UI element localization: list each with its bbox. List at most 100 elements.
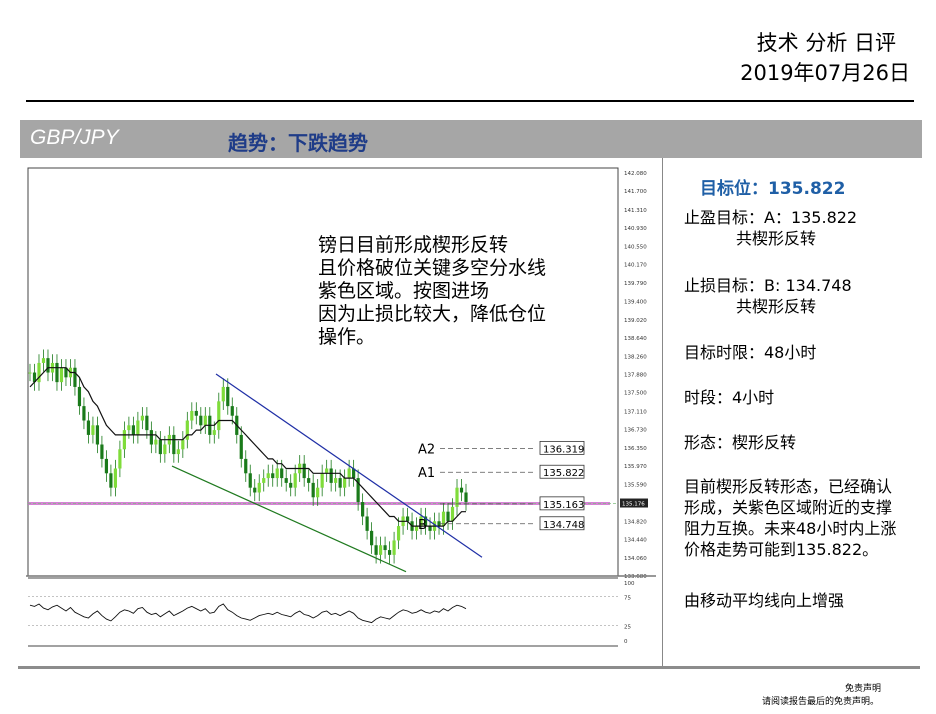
- candle-body: [396, 526, 401, 541]
- annotation-line-3: 紫色区域。按图进场: [318, 280, 490, 302]
- candle-body: [122, 430, 126, 450]
- candle-body: [293, 473, 297, 488]
- disclaimer-text: 请阅读报告最后的免责声明。: [762, 697, 880, 707]
- candle-body: [109, 473, 113, 488]
- level-box: [539, 516, 585, 531]
- annotation-line-5: 操作。: [318, 326, 376, 348]
- candle-body: [284, 478, 288, 483]
- report-date: 2019年07月26日: [740, 61, 910, 85]
- candle-body: [190, 410, 194, 421]
- candle-body: [428, 526, 432, 531]
- candle-body: [437, 521, 441, 527]
- upper-trendline: [215, 373, 483, 558]
- panel-divider: [662, 158, 663, 668]
- y-tick-label: 141.310: [624, 208, 647, 214]
- candle-body: [244, 458, 248, 474]
- candle-body: [185, 420, 189, 440]
- lower-trendline: [171, 465, 407, 573]
- price-plot-frame: [27, 167, 619, 577]
- level-value: 135.822: [543, 468, 584, 479]
- timeframe: 时段：4小时: [684, 388, 775, 407]
- take-profit-note: 共楔形反转: [736, 229, 817, 248]
- candle-body: [217, 401, 221, 431]
- candle-body: [64, 367, 68, 378]
- oscillator-line: [29, 603, 467, 624]
- candle-body: [329, 468, 333, 483]
- candle-body: [212, 430, 216, 435]
- y-tick-label: 140.550: [624, 244, 647, 250]
- candle-body: [221, 386, 225, 402]
- candle-body: [145, 415, 149, 431]
- candle-body: [423, 516, 428, 527]
- candle-body: [113, 468, 118, 488]
- report-title: 技术 分析 日评: [756, 31, 896, 55]
- stop-loss: 止损目标：B: 134.748 共楔形反转: [684, 275, 852, 317]
- level-name: B: [418, 518, 427, 533]
- annotation-line-2: 且价格破位关键多空分水线: [318, 257, 547, 279]
- y-tick-label: 133.680: [624, 574, 647, 580]
- header-divider: [26, 100, 914, 102]
- candle-body: [172, 434, 176, 455]
- oscillator-tick-label: 100: [624, 581, 635, 587]
- analysis-line-3: 阻力互换。未来48小时内上涨: [684, 519, 897, 538]
- level-box: [539, 496, 585, 511]
- candle-body: [82, 406, 86, 421]
- y-tick-label: 134.820: [624, 519, 647, 525]
- take-profit-label: 止盈目标：A：135.822: [684, 208, 858, 227]
- candle-body: [302, 463, 306, 479]
- candle-body: [262, 478, 266, 483]
- candle-body: [271, 473, 275, 479]
- level-box: [539, 440, 585, 455]
- candle-body: [104, 458, 109, 474]
- candle-body: [55, 362, 59, 383]
- candle-body: [419, 516, 423, 527]
- candle-body: [343, 478, 347, 488]
- candle-body: [77, 386, 82, 407]
- candle-body: [46, 358, 50, 373]
- candle-body: [307, 478, 311, 483]
- candle-body: [131, 425, 135, 435]
- candle-body: [194, 410, 198, 416]
- level-box: [539, 464, 585, 479]
- currency-pair: GBP/JPY: [30, 126, 119, 149]
- candle-body: [181, 439, 185, 450]
- stop-loss-note: 共楔形反转: [736, 297, 817, 316]
- candle-body: [59, 367, 64, 383]
- analysis-text: 目前楔形反转形态，已经确认 形成，关紫色区域附近的支撑 阻力互换。未来48小时内…: [684, 476, 896, 560]
- candle-body: [316, 487, 320, 498]
- candle-body: [378, 545, 383, 555]
- candle-body: [361, 502, 365, 517]
- candle-body: [338, 478, 342, 488]
- level-value: 135.163: [543, 500, 584, 511]
- oscillator-tick-label: 25: [624, 625, 631, 631]
- candle-body: [158, 439, 162, 455]
- candle-body: [441, 511, 446, 527]
- candle-body: [257, 482, 261, 493]
- candle-body: [73, 367, 77, 387]
- target-price: 目标位：135.822: [700, 179, 846, 199]
- candle-body: [86, 420, 91, 435]
- candle-body: [459, 487, 464, 493]
- y-tick-label: 138.260: [624, 354, 647, 360]
- candle-body: [28, 372, 32, 374]
- candle-body: [95, 425, 100, 445]
- oscillator-tick-label: 75: [624, 596, 631, 602]
- moving-average-line: [29, 367, 466, 527]
- candle-body: [199, 415, 203, 426]
- candle-body: [347, 468, 351, 479]
- candle-body: [446, 511, 450, 522]
- candle-body: [455, 487, 459, 507]
- current-price-box: [620, 498, 648, 508]
- candle-body: [118, 449, 122, 469]
- y-tick-label: 137.500: [624, 391, 647, 397]
- footer-bar: [18, 666, 920, 669]
- candle-body: [450, 506, 455, 522]
- candle-body: [136, 420, 140, 435]
- candle-body: [392, 540, 396, 555]
- candle-body: [140, 415, 144, 421]
- y-tick-label: 142.080: [624, 171, 647, 177]
- y-tick-label: 134.440: [624, 538, 647, 544]
- candle-body: [356, 478, 360, 503]
- candle-body: [280, 468, 284, 479]
- candle-body: [149, 430, 153, 445]
